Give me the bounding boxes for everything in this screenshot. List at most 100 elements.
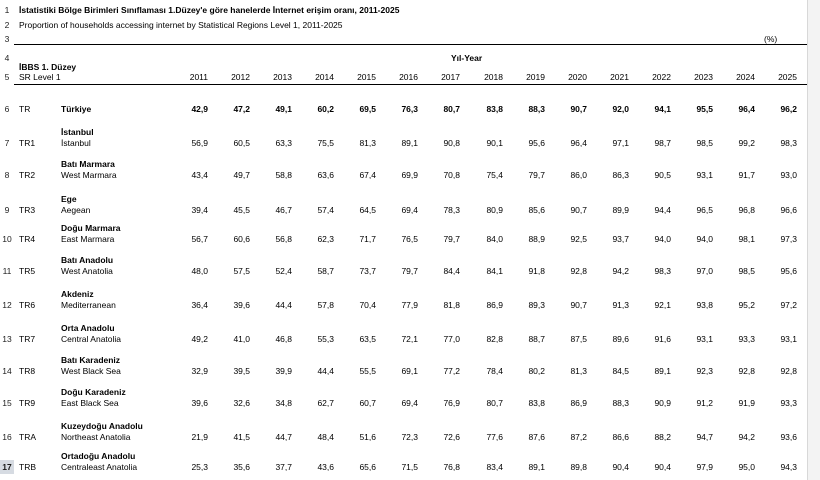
value-cell[interactable]: 63,5	[359, 334, 376, 344]
row-number[interactable]: 1	[4, 5, 10, 15]
value-cell[interactable]: 85,6	[528, 205, 545, 215]
value-cell[interactable]: 76,5	[401, 234, 418, 244]
value-cell[interactable]: 97,9	[696, 462, 713, 472]
value-cell[interactable]: 86,9	[570, 398, 587, 408]
value-cell[interactable]: 93,8	[696, 300, 713, 310]
value-cell[interactable]: 76,9	[443, 398, 460, 408]
value-cell[interactable]: 98,7	[654, 138, 671, 148]
value-cell[interactable]: 52,4	[275, 266, 292, 276]
value-cell[interactable]: 94,3	[780, 462, 797, 472]
value-cell[interactable]: 88,7	[528, 334, 545, 344]
value-cell[interactable]: 39,9	[275, 366, 292, 376]
value-cell[interactable]: 84,4	[443, 266, 460, 276]
value-cell[interactable]: 93,6	[780, 432, 797, 442]
value-cell[interactable]: 92,8	[570, 266, 587, 276]
value-cell[interactable]: 39,5	[233, 366, 250, 376]
value-cell[interactable]: 92,8	[780, 366, 797, 376]
value-cell[interactable]: 72,3	[401, 432, 418, 442]
value-cell[interactable]: 94,2	[738, 432, 755, 442]
value-cell[interactable]: 93,3	[780, 398, 797, 408]
value-cell[interactable]: 71,7	[359, 234, 376, 244]
value-cell[interactable]: 39,4	[191, 205, 208, 215]
row-number[interactable]: 14	[2, 366, 12, 376]
value-cell[interactable]: 77,9	[401, 300, 418, 310]
value-cell[interactable]: 90,4	[654, 462, 671, 472]
value-cell[interactable]: 87,6	[528, 432, 545, 442]
value-cell[interactable]: 56,8	[275, 234, 292, 244]
value-cell[interactable]: 88,2	[654, 432, 671, 442]
value-cell[interactable]: 48,4	[317, 432, 334, 442]
value-cell[interactable]: 34,8	[275, 398, 292, 408]
value-cell[interactable]: 83,8	[486, 104, 503, 114]
value-cell[interactable]: 95,2	[738, 300, 755, 310]
value-cell[interactable]: 90,4	[612, 462, 629, 472]
value-cell[interactable]: 91,8	[528, 266, 545, 276]
value-cell[interactable]: 32,6	[233, 398, 250, 408]
value-cell[interactable]: 87,2	[570, 432, 587, 442]
value-cell[interactable]: 90,9	[654, 398, 671, 408]
value-cell[interactable]: 93,1	[696, 170, 713, 180]
value-cell[interactable]: 41,0	[233, 334, 250, 344]
value-cell[interactable]: 92,5	[570, 234, 587, 244]
value-cell[interactable]: 64,5	[359, 205, 376, 215]
value-cell[interactable]: 81,8	[443, 300, 460, 310]
value-cell[interactable]: 96,6	[780, 205, 797, 215]
value-cell[interactable]: 78,3	[443, 205, 460, 215]
value-cell[interactable]: 45,5	[233, 205, 250, 215]
value-cell[interactable]: 86,0	[570, 170, 587, 180]
value-cell[interactable]: 83,8	[528, 398, 545, 408]
value-cell[interactable]: 81,3	[359, 138, 376, 148]
value-cell[interactable]: 21,9	[191, 432, 208, 442]
value-cell[interactable]: 56,7	[191, 234, 208, 244]
value-cell[interactable]: 32,9	[191, 366, 208, 376]
value-cell[interactable]: 84,1	[486, 266, 503, 276]
value-cell[interactable]: 36,4	[191, 300, 208, 310]
row-number[interactable]: 5	[4, 72, 10, 82]
value-cell[interactable]: 41,5	[233, 432, 250, 442]
value-cell[interactable]: 79,7	[528, 170, 545, 180]
value-cell[interactable]: 44,4	[317, 366, 334, 376]
value-cell[interactable]: 83,4	[486, 462, 503, 472]
value-cell[interactable]: 72,6	[443, 432, 460, 442]
value-cell[interactable]: 60,6	[233, 234, 250, 244]
value-cell[interactable]: 37,7	[275, 462, 292, 472]
value-cell[interactable]: 86,3	[612, 170, 629, 180]
value-cell[interactable]: 25,3	[191, 462, 208, 472]
value-cell[interactable]: 97,0	[696, 266, 713, 276]
value-cell[interactable]: 88,3	[612, 398, 629, 408]
row-number[interactable]: 9	[4, 205, 10, 215]
value-cell[interactable]: 70,4	[359, 300, 376, 310]
value-cell[interactable]: 46,8	[275, 334, 292, 344]
value-cell[interactable]: 43,4	[191, 170, 208, 180]
value-cell[interactable]: 69,1	[401, 366, 418, 376]
value-cell[interactable]: 96,2	[780, 104, 797, 114]
value-cell[interactable]: 88,3	[528, 104, 545, 114]
value-cell[interactable]: 51,6	[359, 432, 376, 442]
value-cell[interactable]: 39,6	[191, 398, 208, 408]
row-number[interactable]: 4	[4, 53, 10, 63]
value-cell[interactable]: 44,7	[275, 432, 292, 442]
value-cell[interactable]: 94,0	[696, 234, 713, 244]
value-cell[interactable]: 89,1	[654, 366, 671, 376]
value-cell[interactable]: 86,6	[612, 432, 629, 442]
value-cell[interactable]: 75,4	[486, 170, 503, 180]
value-cell[interactable]: 90,1	[486, 138, 503, 148]
value-cell[interactable]: 98,3	[780, 138, 797, 148]
value-cell[interactable]: 80,2	[528, 366, 545, 376]
value-cell[interactable]: 93,3	[738, 334, 755, 344]
value-cell[interactable]: 55,5	[359, 366, 376, 376]
value-cell[interactable]: 93,1	[780, 334, 797, 344]
value-cell[interactable]: 60,7	[359, 398, 376, 408]
value-cell[interactable]: 96,8	[738, 205, 755, 215]
row-number[interactable]: 8	[4, 170, 10, 180]
value-cell[interactable]: 90,8	[443, 138, 460, 148]
value-cell[interactable]: 49,2	[191, 334, 208, 344]
value-cell[interactable]: 89,1	[528, 462, 545, 472]
value-cell[interactable]: 90,5	[654, 170, 671, 180]
value-cell[interactable]: 80,9	[486, 205, 503, 215]
value-cell[interactable]: 77,6	[486, 432, 503, 442]
value-cell[interactable]: 95,6	[528, 138, 545, 148]
value-cell[interactable]: 89,1	[401, 138, 418, 148]
value-cell[interactable]: 49,7	[233, 170, 250, 180]
value-cell[interactable]: 97,3	[780, 234, 797, 244]
